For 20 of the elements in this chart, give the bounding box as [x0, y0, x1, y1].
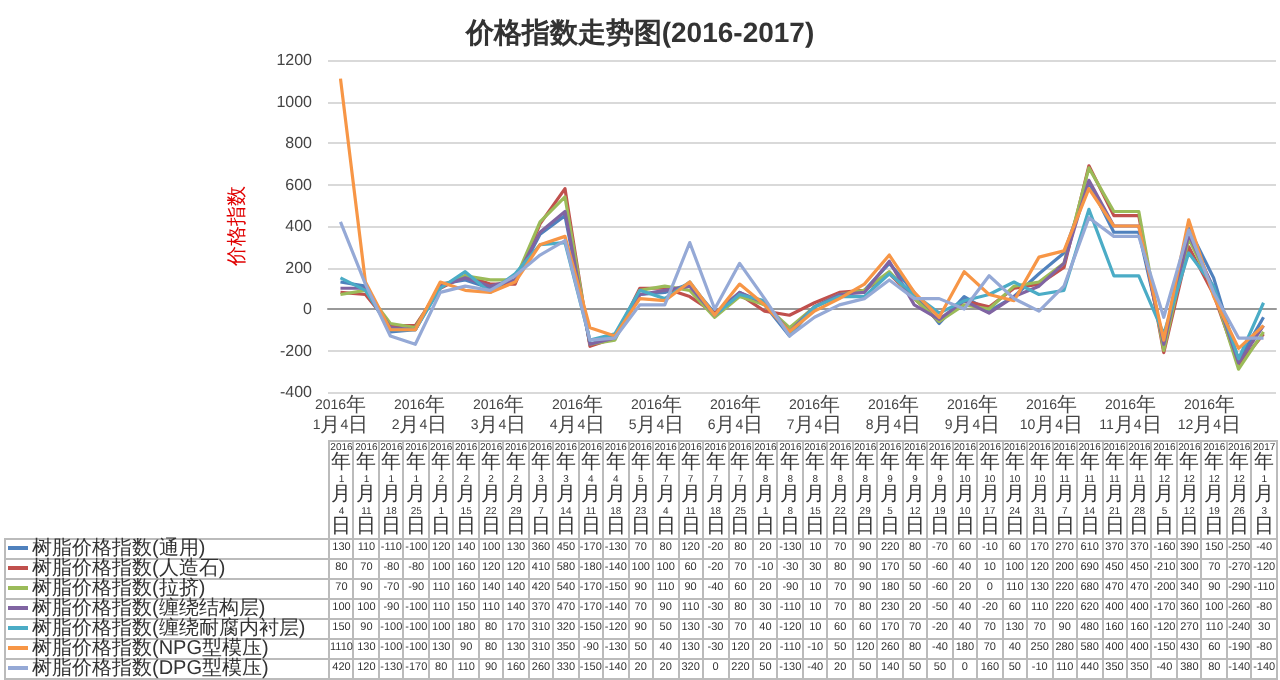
y-tick-label: 400 — [285, 217, 314, 235]
legend-label: 树脂价格指数(拉挤) — [32, 578, 206, 600]
y-axis-title: 价格指数 — [225, 186, 249, 268]
legend-label: 树脂价格指数(NPG型模压) — [32, 638, 269, 660]
y-tick-label: -200 — [279, 341, 314, 360]
y-tick-label: 1200 — [276, 51, 314, 69]
y-tick-label: 800 — [285, 134, 314, 152]
legend-label: 树脂价格指数(缠绕结构层) — [32, 598, 266, 620]
y-tick-label: 200 — [285, 258, 314, 277]
chart-title: 价格指数走势图(2016-2017) — [463, 16, 815, 48]
legend-label: 树脂价格指数(通用) — [32, 538, 206, 560]
line-series — [338, 77, 1266, 351]
legend-label: 树脂价格指数(人造石) — [32, 558, 226, 580]
y-tick-label: 0 — [303, 300, 314, 318]
y-tick-label: 1000 — [276, 92, 314, 111]
legend-label: 树脂价格指数(DPG型模压) — [32, 658, 269, 680]
legend-label: 树脂价格指数(缠绕耐腐内衬层) — [32, 618, 306, 640]
line-series — [338, 216, 1266, 346]
y-tick-label: -400 — [279, 383, 314, 401]
y-tick-label: 600 — [285, 175, 314, 194]
